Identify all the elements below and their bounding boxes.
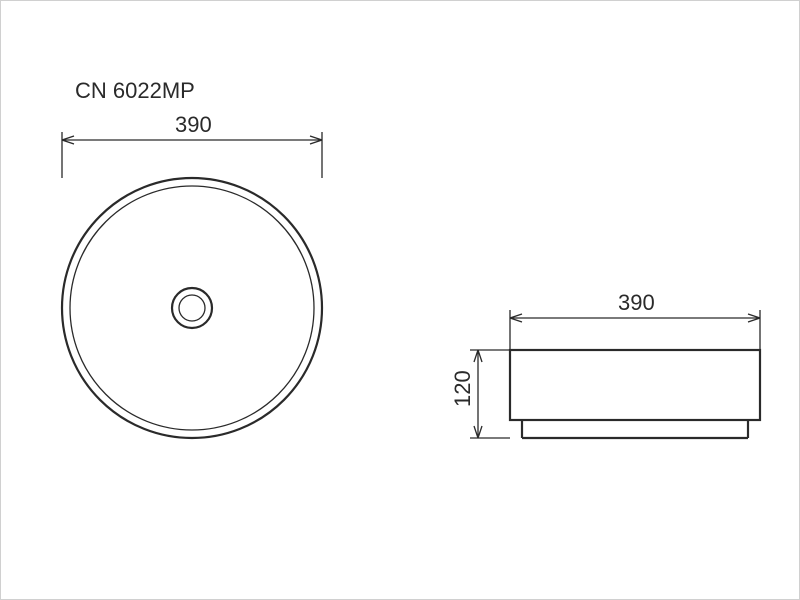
svg-text:390: 390 [618,290,655,315]
technical-drawing: CN 6022MP 390 390 120 [0,0,800,600]
svg-text:120: 120 [450,370,475,407]
svg-text:390: 390 [175,112,212,137]
svg-text:CN 6022MP: CN 6022MP [75,78,195,103]
